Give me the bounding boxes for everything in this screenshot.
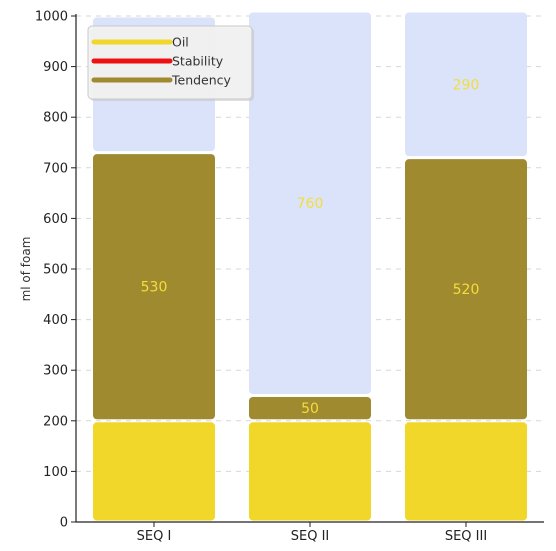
y-tick-label: 900: [43, 60, 68, 75]
y-axis-title: ml of foam: [19, 237, 33, 302]
bar-tendency-1[interactable]: [93, 154, 215, 420]
legend-label-tendency[interactable]: Tendency: [171, 73, 232, 88]
y-tick-label: 300: [43, 364, 68, 379]
legend[interactable]: Oil Stability Tendency: [87, 25, 254, 101]
bar-tendency-2[interactable]: [249, 397, 371, 420]
data-label: 290: [453, 77, 480, 93]
y-tick-label: 0: [60, 516, 68, 531]
bar-oil-1[interactable]: [93, 422, 215, 521]
legend-label-stability[interactable]: Stability: [172, 54, 224, 69]
y-tick-label: 500: [43, 263, 68, 278]
y-tick-label: 200: [43, 414, 68, 429]
x-tick-label: SEQ III: [445, 529, 487, 544]
x-tick-label: SEQ I: [137, 529, 172, 544]
bar-oil-3[interactable]: [405, 422, 527, 521]
y-tick-label: 1000: [35, 10, 68, 25]
y-tick-label: 400: [43, 313, 68, 328]
bar-oil-2[interactable]: [249, 422, 371, 521]
bar-tendency-3[interactable]: [405, 159, 527, 420]
bar-remainder-2[interactable]: [249, 12, 371, 394]
axes: 0 100 200 300 400 500 600 700 800 900 1000 SEQ I SEQ…: [35, 10, 544, 544]
data-label: 520: [453, 282, 480, 298]
y-tick-label: 700: [43, 161, 68, 176]
legend-label-oil[interactable]: Oil: [172, 35, 189, 50]
y-tick-label: 100: [43, 465, 68, 480]
data-labels: 530 50 760 520 290: [141, 77, 480, 417]
y-tick-label: 600: [43, 212, 68, 227]
y-tick-label: 800: [43, 111, 68, 126]
x-tick-label: SEQ II: [291, 529, 330, 544]
bar-remainder-3[interactable]: [405, 12, 527, 157]
data-label: 760: [297, 196, 324, 212]
data-label: 50: [301, 401, 319, 417]
data-label: 530: [141, 280, 168, 296]
